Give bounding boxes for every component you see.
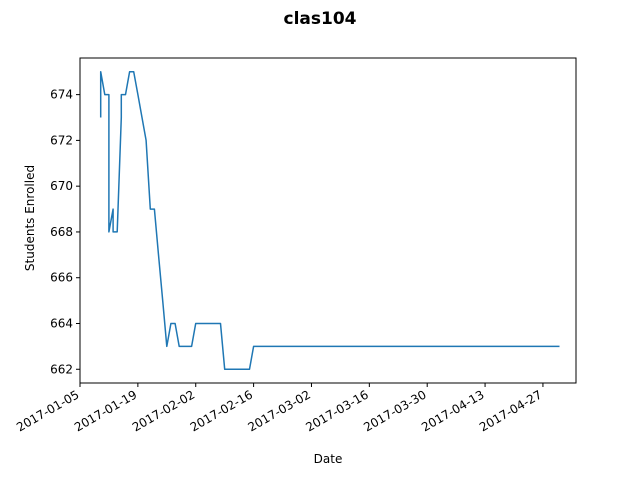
y-tick-label: 664 bbox=[50, 316, 73, 330]
chart-title: clas104 bbox=[284, 9, 357, 29]
x-tick-label: 2017-01-05 bbox=[14, 387, 81, 434]
y-tick-label: 672 bbox=[50, 133, 73, 147]
series-line bbox=[99, 70, 560, 371]
y-tick-label: 668 bbox=[50, 225, 73, 239]
axes-frame bbox=[79, 57, 577, 384]
x-tick-label: 2017-04-13 bbox=[419, 387, 486, 434]
plot-area: 662 664 666 668 670 672 674 2017-01-052017-01-1… bbox=[14, 70, 560, 434]
x-tick-label: 2017-03-02 bbox=[246, 387, 313, 434]
x-tick-label: 2017-03-16 bbox=[303, 387, 370, 434]
y-tick-label: 674 bbox=[50, 88, 73, 102]
x-tick-label: 2017-04-27 bbox=[477, 387, 544, 434]
x-axis-label: Date bbox=[314, 452, 343, 466]
y-tick-label: 670 bbox=[50, 179, 73, 193]
x-tick-label: 2017-01-19 bbox=[72, 387, 139, 434]
y-tick-label: 666 bbox=[50, 271, 73, 285]
x-tick-label: 2017-02-02 bbox=[130, 387, 197, 434]
y-tick-label: 662 bbox=[50, 362, 73, 376]
y-axis-label: Students Enrolled bbox=[23, 165, 37, 271]
x-tick-label: 2017-02-16 bbox=[188, 387, 255, 434]
x-tick-label: 2017-03-30 bbox=[361, 387, 428, 434]
